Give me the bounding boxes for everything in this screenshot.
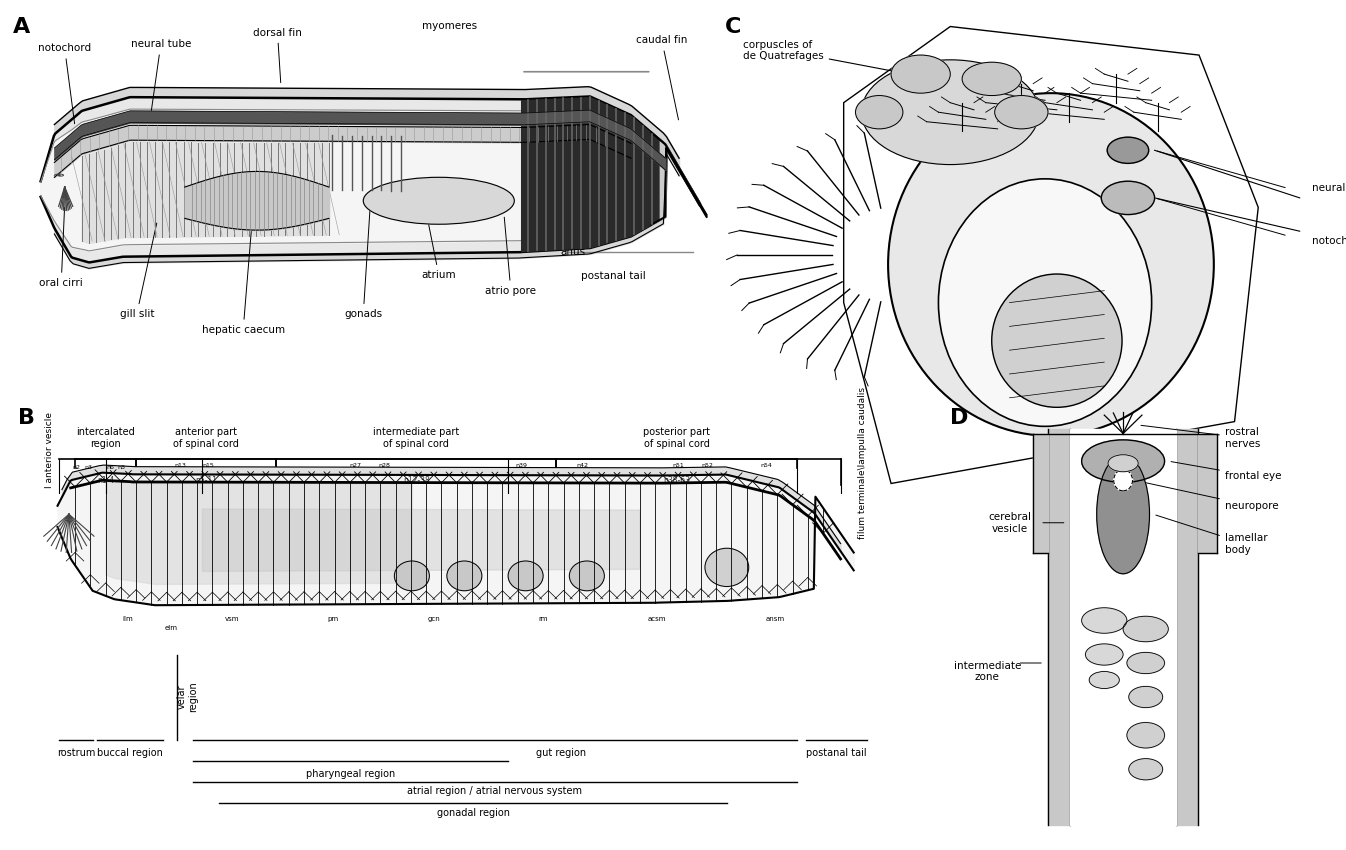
Text: vsm: vsm — [225, 616, 240, 622]
Text: B: B — [17, 408, 35, 428]
Ellipse shape — [447, 561, 482, 591]
Text: n39: n39 — [516, 463, 528, 468]
Text: notochord: notochord — [1311, 235, 1346, 246]
Text: n27: n27 — [349, 463, 361, 468]
Ellipse shape — [1082, 440, 1164, 483]
Text: cerebral
vesicle: cerebral vesicle — [988, 512, 1031, 534]
Ellipse shape — [569, 561, 604, 591]
Text: rm: rm — [538, 616, 548, 622]
Text: n15: n15 — [202, 463, 214, 468]
Ellipse shape — [1129, 687, 1163, 707]
Text: frontal eye: frontal eye — [1171, 462, 1281, 481]
Text: notochord: notochord — [38, 43, 92, 124]
Ellipse shape — [1129, 759, 1163, 780]
Text: caudal fin: caudal fin — [637, 36, 688, 120]
Text: n51: n51 — [673, 463, 685, 468]
Text: intermediate
zone: intermediate zone — [954, 660, 1022, 683]
Text: atrium: atrium — [421, 209, 456, 280]
Text: rostrum: rostrum — [57, 748, 96, 758]
Ellipse shape — [394, 561, 429, 591]
Text: C: C — [725, 17, 742, 37]
Ellipse shape — [1108, 137, 1148, 163]
Text: n42: n42 — [576, 463, 588, 468]
Text: n5-11: n5-11 — [195, 476, 217, 485]
Text: velar
region: velar region — [176, 682, 198, 712]
Text: n38-63: n38-63 — [664, 476, 690, 485]
Text: corpuscles of
de Quatrefages: corpuscles of de Quatrefages — [743, 39, 906, 74]
Text: gonads: gonads — [345, 209, 382, 319]
Ellipse shape — [705, 548, 748, 586]
Text: pharyngeal region: pharyngeal region — [306, 769, 396, 779]
Text: gonadal region: gonadal region — [436, 808, 510, 818]
Ellipse shape — [962, 62, 1022, 95]
Ellipse shape — [1127, 653, 1164, 673]
Bar — [1032, 434, 1047, 552]
Text: n12-38: n12-38 — [402, 476, 429, 485]
Ellipse shape — [363, 178, 514, 224]
Bar — [1176, 429, 1198, 824]
Text: n28: n28 — [378, 463, 390, 468]
Text: n2: n2 — [73, 465, 81, 469]
Bar — [1070, 429, 1176, 824]
Text: n1-4: n1-4 — [97, 476, 114, 485]
Text: gill slit: gill slit — [120, 223, 156, 319]
Text: n8: n8 — [117, 465, 125, 469]
Circle shape — [1113, 469, 1132, 491]
Text: ansm: ansm — [766, 616, 785, 622]
Ellipse shape — [995, 95, 1049, 129]
Text: anus: anus — [560, 192, 586, 257]
Text: postanal tail: postanal tail — [581, 271, 646, 281]
Text: elm: elm — [164, 625, 178, 631]
Ellipse shape — [1082, 608, 1127, 633]
Bar — [1047, 429, 1070, 824]
Text: hepatic caecum: hepatic caecum — [202, 207, 285, 335]
Text: neural tube: neural tube — [131, 39, 191, 114]
Text: D: D — [950, 408, 968, 428]
Ellipse shape — [992, 274, 1123, 407]
Text: oral cirri: oral cirri — [39, 207, 83, 288]
Text: n52: n52 — [701, 463, 713, 468]
Text: intermediate part
of spinal cord: intermediate part of spinal cord — [373, 427, 459, 449]
Text: lamellar
body: lamellar body — [1156, 515, 1268, 555]
Bar — [1198, 434, 1217, 552]
Text: A: A — [13, 17, 31, 37]
Ellipse shape — [1089, 672, 1120, 688]
Text: atrial region / atrial nervous system: atrial region / atrial nervous system — [408, 786, 583, 796]
Ellipse shape — [1123, 616, 1168, 642]
Text: posterior part
of spinal cord: posterior part of spinal cord — [643, 427, 711, 449]
Text: atrio pore: atrio pore — [486, 218, 536, 296]
Ellipse shape — [1097, 455, 1149, 574]
Text: intercalated
region: intercalated region — [77, 427, 135, 449]
Text: pm: pm — [327, 616, 339, 622]
Ellipse shape — [856, 95, 903, 129]
Text: filum terminale\lampulla caudalis: filum terminale\lampulla caudalis — [857, 388, 867, 539]
Text: ilm: ilm — [122, 616, 133, 622]
Ellipse shape — [1101, 181, 1155, 214]
Text: acsm: acsm — [647, 616, 666, 622]
Ellipse shape — [861, 60, 1039, 165]
Text: gcn: gcn — [428, 616, 440, 622]
Text: postanal tail: postanal tail — [806, 748, 867, 758]
Text: n3: n3 — [85, 465, 92, 469]
Text: gut region: gut region — [536, 748, 586, 758]
Text: n54: n54 — [760, 463, 773, 468]
Text: rostral
nerves: rostral nerves — [1141, 425, 1260, 449]
Text: n6: n6 — [106, 465, 114, 469]
Text: neural tube: neural tube — [1311, 184, 1346, 193]
Ellipse shape — [1108, 455, 1139, 472]
Text: neuropore: neuropore — [1137, 481, 1279, 511]
Text: myomeres: myomeres — [421, 20, 476, 31]
Ellipse shape — [888, 94, 1214, 436]
Text: buccal region: buccal region — [97, 748, 163, 758]
Text: dorsal fin: dorsal fin — [253, 28, 302, 82]
Ellipse shape — [507, 561, 542, 591]
Ellipse shape — [1085, 644, 1123, 665]
Text: anterior part
of spinal cord: anterior part of spinal cord — [174, 427, 240, 449]
Ellipse shape — [891, 55, 950, 94]
Ellipse shape — [938, 178, 1152, 427]
Text: I anterior vesicle: I anterior vesicle — [46, 412, 54, 489]
Text: n13: n13 — [174, 463, 186, 468]
Ellipse shape — [1127, 722, 1164, 748]
